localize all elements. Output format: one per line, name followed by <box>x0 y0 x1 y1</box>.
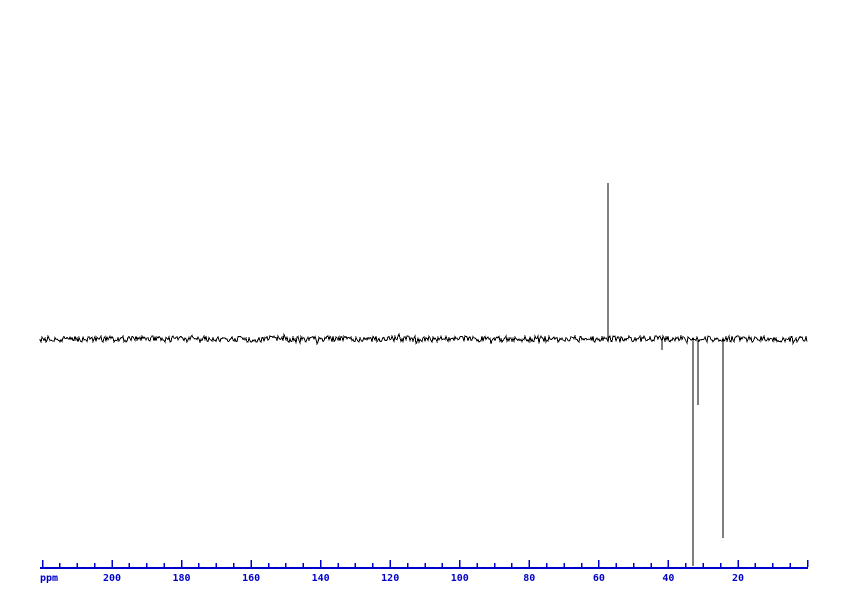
x-tick-label-100: 100 <box>451 573 469 584</box>
x-tick-label-180: 180 <box>172 573 190 584</box>
x-tick-label-120: 120 <box>381 573 399 584</box>
x-tick-label-160: 160 <box>242 573 260 584</box>
noise-trace-path <box>39 332 808 346</box>
x-axis-unit-label: ppm <box>40 573 58 584</box>
x-axis-tick-labels: 200 180 160 140 120 100 80 60 40 20 <box>103 573 744 584</box>
spectrum-peaks <box>607 183 724 566</box>
spectrum-baseline-trace <box>39 332 808 346</box>
x-tick-label-200: 200 <box>103 573 121 584</box>
x-tick-label-60: 60 <box>593 573 605 584</box>
x-tick-label-20: 20 <box>732 573 744 584</box>
x-tick-label-40: 40 <box>662 573 674 584</box>
x-tick-label-140: 140 <box>312 573 330 584</box>
x-axis <box>40 560 809 569</box>
x-tick-label-80: 80 <box>523 573 535 584</box>
